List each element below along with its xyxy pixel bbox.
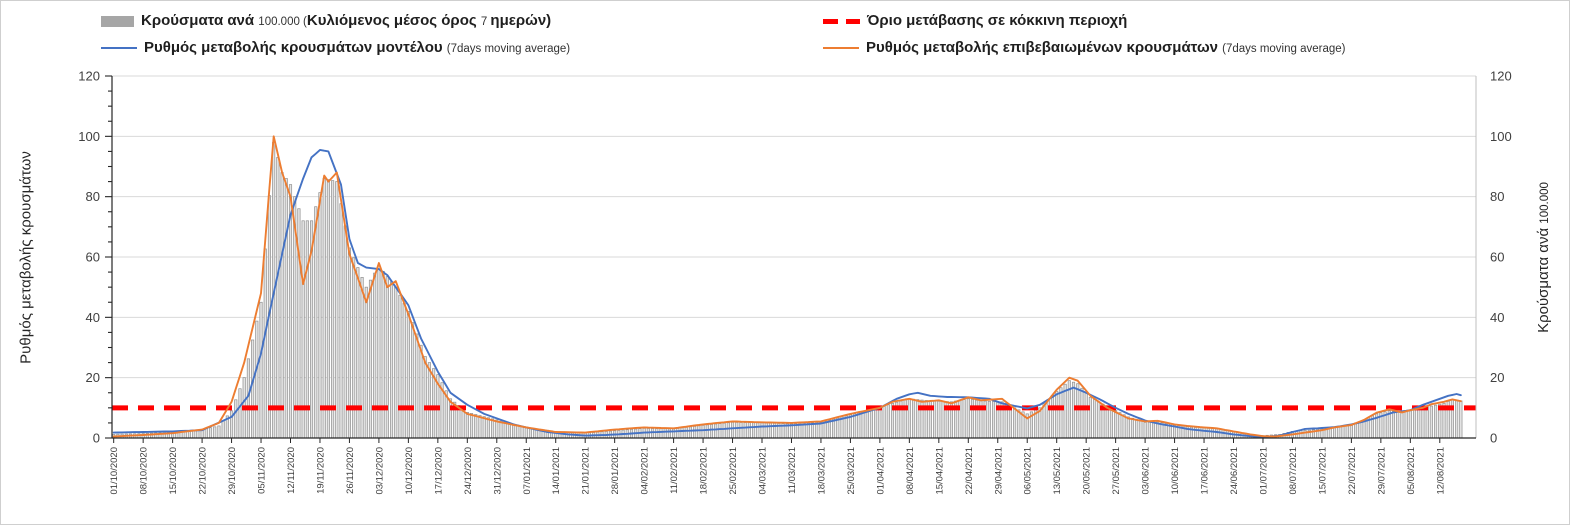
confirmed-line-series [112,135,1462,438]
legend-item-threshold-line: Όριο μετάβασης σε κόκκινη περιοχή [823,9,1127,33]
svg-text:60: 60 [1490,250,1504,265]
svg-text:0: 0 [93,431,100,446]
svg-text:17/06/2021: 17/06/2021 [1200,447,1211,495]
y-tick-labels-left: 0 20 40 60 80 100 120 [78,69,112,446]
svg-text:28/01/2021: 28/01/2021 [610,447,621,495]
legend-item-cases-bars: Κρούσματα ανά 100.000 (Κυλιόμενος μέσος … [101,9,551,33]
svg-text:25/03/2021: 25/03/2021 [846,447,857,495]
legend-swatch-model-line [101,47,137,49]
svg-text:25/02/2021: 25/02/2021 [728,447,739,495]
gridlines [112,75,1476,379]
svg-text:0: 0 [1490,431,1497,446]
svg-text:26/11/2020: 26/11/2020 [345,447,356,494]
svg-text:08/07/2021: 08/07/2021 [1288,447,1299,495]
legend-label-confirmed-line: Ρυθμός μεταβολής επιβεβαιωμένων κρουσμάτ… [866,39,1346,56]
svg-text:27/05/2021: 27/05/2021 [1111,447,1122,495]
legend-label-cases-bars: Κρούσματα ανά 100.000 (Κυλιόμενος μέσος … [141,12,552,29]
svg-text:22/04/2021: 22/04/2021 [964,447,975,495]
svg-text:14/01/2021: 14/01/2021 [551,447,562,495]
legend-label-model-line: Ρυθμός μεταβολής κρουσμάτων μοντέλου (7d… [144,39,571,56]
svg-text:18/02/2021: 18/02/2021 [699,447,710,495]
svg-text:13/05/2021: 13/05/2021 [1052,447,1063,495]
svg-text:03/06/2021: 03/06/2021 [1141,447,1152,495]
svg-text:60: 60 [86,250,100,265]
svg-text:22/10/2020: 22/10/2020 [198,447,209,495]
svg-text:29/10/2020: 29/10/2020 [227,447,238,495]
svg-text:29/04/2021: 29/04/2021 [993,447,1004,495]
svg-text:01/07/2021: 01/07/2021 [1258,447,1269,495]
svg-text:80: 80 [1490,189,1504,204]
y-axis-right-title: Κρούσματα ανά 100.000 [1535,182,1552,333]
svg-text:11/03/2021: 11/03/2021 [787,447,798,494]
legend-item-confirmed-line: Ρυθμός μεταβολής επιβεβαιωμένων κρουσμάτ… [823,36,1346,60]
svg-text:19/11/2020: 19/11/2020 [315,447,326,494]
y-axis-left-title: Ρυθμός μεταβολής κρουσμάτων [17,151,35,364]
y-tick-labels-right: 0 20 40 60 80 100 120 [1490,69,1512,446]
legend-swatch-threshold-line [823,18,860,24]
svg-text:40: 40 [1490,310,1504,325]
svg-text:15/10/2020: 15/10/2020 [168,447,179,495]
svg-text:29/07/2021: 29/07/2021 [1376,447,1387,495]
svg-text:100: 100 [78,129,100,144]
svg-text:03/12/2020: 03/12/2020 [374,447,385,495]
svg-text:21/01/2021: 21/01/2021 [581,447,592,495]
legend-swatch-cases-bars [101,15,134,27]
svg-text:20: 20 [86,370,100,385]
svg-text:15/07/2021: 15/07/2021 [1317,447,1328,495]
svg-text:20: 20 [1490,370,1504,385]
svg-text:120: 120 [78,69,100,84]
svg-text:22/07/2021: 22/07/2021 [1347,447,1358,495]
svg-text:11/02/2021: 11/02/2021 [669,447,680,494]
svg-text:05/08/2021: 05/08/2021 [1406,447,1417,495]
svg-text:12/11/2020: 12/11/2020 [286,447,297,494]
svg-text:05/11/2020: 05/11/2020 [257,447,268,494]
svg-text:20/05/2021: 20/05/2021 [1082,447,1093,495]
svg-text:10/12/2020: 10/12/2020 [404,447,415,495]
svg-text:07/01/2021: 07/01/2021 [522,447,533,495]
svg-text:15/04/2021: 15/04/2021 [934,447,945,495]
svg-text:01/04/2021: 01/04/2021 [875,447,886,495]
svg-text:12/08/2021: 12/08/2021 [1435,447,1446,495]
legend-swatch-confirmed-line [823,47,859,49]
svg-text:04/03/2021: 04/03/2021 [758,447,769,495]
svg-text:08/04/2021: 08/04/2021 [905,447,916,495]
svg-text:40: 40 [86,310,100,325]
svg-text:10/06/2021: 10/06/2021 [1170,447,1181,495]
svg-text:80: 80 [86,189,100,204]
svg-text:06/05/2021: 06/05/2021 [1023,447,1034,495]
svg-text:17/12/2020: 17/12/2020 [433,447,444,495]
svg-text:01/10/2020: 01/10/2020 [109,447,120,495]
svg-text:04/02/2021: 04/02/2021 [640,447,651,495]
legend-label-threshold-line: Όριο μετάβασης σε κόκκινη περιοχή [867,12,1128,29]
x-tick-labels: 01/10/2020 08/10/2020 15/10/2020 22/10/2020… [109,438,1446,495]
svg-text:18/03/2021: 18/03/2021 [816,447,827,495]
bars-series [112,142,1463,439]
svg-text:08/10/2020: 08/10/2020 [139,447,150,495]
svg-text:120: 120 [1490,69,1512,84]
svg-text:31/12/2020: 31/12/2020 [492,447,503,495]
svg-text:24/06/2021: 24/06/2021 [1229,447,1240,495]
svg-text:24/12/2020: 24/12/2020 [463,447,474,495]
legend-item-model-line: Ρυθμός μεταβολής κρουσμάτων μοντέλου (7d… [101,36,570,60]
svg-text:100: 100 [1490,129,1512,144]
